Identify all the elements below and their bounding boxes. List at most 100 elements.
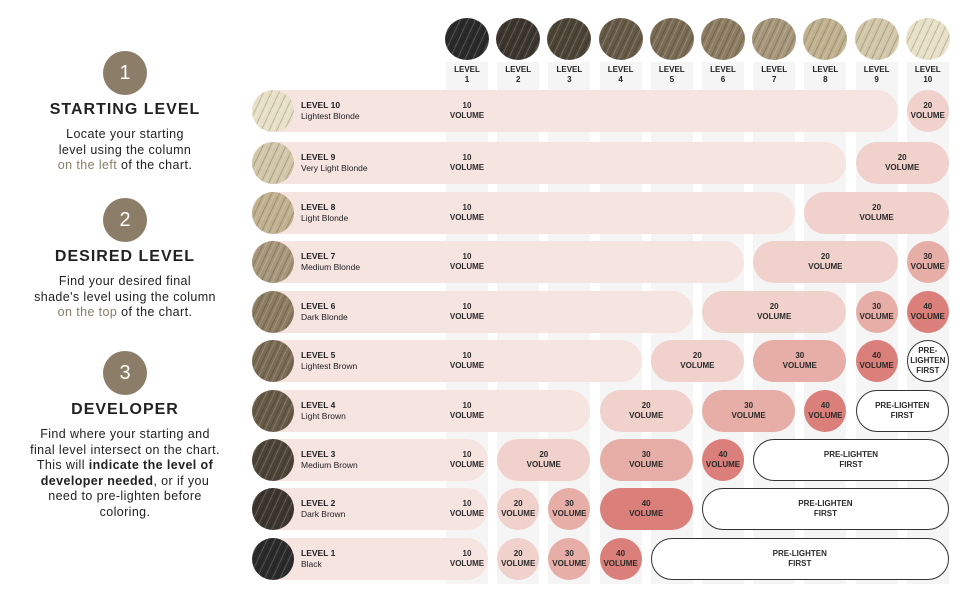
cell-label-line: VOLUME xyxy=(603,559,638,568)
cell-label-line: 30 xyxy=(872,302,882,311)
column-header-level-4: LEVEL 4 xyxy=(600,65,642,85)
developer-cell-vol40: 40 VOLUME xyxy=(804,390,847,432)
developer-cell-vol20: 20 VOLUME xyxy=(497,538,540,580)
developer-cell-vol10: 10 VOLUME xyxy=(252,340,642,382)
description-line: level using the column xyxy=(58,142,192,157)
hair-swatch-level-1 xyxy=(252,538,294,580)
step-title: DESIRED LEVEL xyxy=(54,248,196,265)
cell-label-line: FIRST xyxy=(916,366,940,375)
highlighted-text: on the top xyxy=(57,305,118,319)
description-line: Find your desired final xyxy=(58,274,192,288)
cell-label-line: 40 xyxy=(616,549,626,558)
hair-swatch-level-2 xyxy=(496,18,541,60)
row-shade-name: Black xyxy=(301,559,322,569)
cell-label-line: 20 xyxy=(692,351,702,360)
header-line: LEVEL xyxy=(710,65,736,74)
hair-swatch-level-5 xyxy=(649,18,694,60)
cell-label: 10 VOLUME xyxy=(442,401,492,421)
step-number-badge: 3 xyxy=(103,351,147,395)
description-line: on the top of the chart. xyxy=(0,305,250,321)
cell-label-line: VOLUME xyxy=(910,262,945,271)
cell-label: 30 VOLUME xyxy=(629,450,663,470)
row-level: LEVEL 10 xyxy=(301,100,341,110)
row-label: LEVEL 2 Dark Brown xyxy=(301,498,345,520)
cell-label: 40 VOLUME xyxy=(603,549,637,569)
cell-label-line: VOLUME xyxy=(757,312,792,321)
cell-label: 30 VOLUME xyxy=(859,302,893,322)
cell-label-line: 20 xyxy=(769,302,779,311)
developer-cell-vol30: 30 VOLUME xyxy=(855,291,898,333)
developer-cell-vol30: 30 VOLUME xyxy=(753,340,847,382)
cell-label-line: VOLUME xyxy=(910,312,945,321)
cell-label: 10 VOLUME xyxy=(442,499,492,519)
developer-cell-vol10: 10 VOLUME xyxy=(252,142,847,184)
column-header-level-1: LEVEL 1 xyxy=(446,65,488,85)
cell-label-line: FIRST xyxy=(890,411,914,420)
description-line: Locate your starting xyxy=(66,127,184,141)
header-line: LEVEL xyxy=(812,65,839,74)
developer-cell-vol30: 30 VOLUME xyxy=(548,538,591,580)
hair-swatch-level-10 xyxy=(905,18,950,60)
hair-swatch-level-1 xyxy=(445,18,489,60)
step-1: 1 STARTING LEVEL Locate your starting level… xyxy=(0,51,250,174)
developer-cell-vol30: 30 VOLUME xyxy=(906,241,949,283)
cell-label-line: 30 xyxy=(641,450,651,459)
row-level: LEVEL 3 xyxy=(301,449,336,459)
cell-label: 20 VOLUME xyxy=(911,101,945,121)
cell-label-line: VOLUME xyxy=(680,361,715,370)
description-line: shade's level using the column xyxy=(34,289,216,304)
cell-label-line: 20 xyxy=(641,401,651,410)
cell-label-line: VOLUME xyxy=(449,111,485,120)
row-level: LEVEL 1 xyxy=(301,548,336,558)
developer-cell-vol20: 20 VOLUME xyxy=(650,340,744,382)
row-label: LEVEL 6 Dark Blonde xyxy=(301,301,348,323)
hair-swatch-level-9 xyxy=(252,142,294,184)
header-line: LEVEL xyxy=(863,65,890,74)
header-line: LEVEL xyxy=(914,65,941,74)
header-line: 1 xyxy=(464,75,470,84)
row-level: LEVEL 7 xyxy=(301,251,336,261)
step-description: Find where your starting and final level … xyxy=(0,427,250,520)
header-line: LEVEL xyxy=(761,65,788,74)
description-line: coloring. xyxy=(99,504,151,519)
cell-label: 10 VOLUME xyxy=(442,351,492,371)
cell-label-line: VOLUME xyxy=(449,361,485,370)
row-shade-name: Very Light Blonde xyxy=(301,163,368,173)
column-header-level-9: LEVEL 9 xyxy=(856,65,898,85)
cell-label-line: 10 xyxy=(462,351,472,360)
cell-label-line: VOLUME xyxy=(449,411,485,420)
developer-cell-vol30: 30 VOLUME xyxy=(702,390,796,432)
row-shade-name: Dark Brown xyxy=(301,509,346,519)
header-line: LEVEL xyxy=(454,65,480,74)
cell-label: 20 VOLUME xyxy=(629,401,663,421)
cell-label-line: VOLUME xyxy=(629,411,664,420)
cell-label-line: 40 xyxy=(718,450,728,459)
developer-cell-vol30: 30 VOLUME xyxy=(548,488,591,530)
header-line: LEVEL xyxy=(505,65,532,74)
text: , or if you xyxy=(153,473,210,488)
cell-label-line: 20 xyxy=(897,153,907,162)
header-line: LEVEL xyxy=(607,65,634,74)
cell-label-line: VOLUME xyxy=(859,213,894,222)
cell-label-line: FIRST xyxy=(839,460,863,469)
cell-label-line: VOLUME xyxy=(629,460,664,469)
developer-cell-vol20: 20 VOLUME xyxy=(804,192,949,234)
step-title: DEVELOPER xyxy=(71,401,179,418)
developer-cell-vol40: 40 VOLUME xyxy=(599,488,693,530)
row-shade-name: Medium Brown xyxy=(301,460,358,470)
cell-label-line: VOLUME xyxy=(449,213,485,222)
cell-label-line: LIGHTEN xyxy=(910,356,946,365)
developer-cell-vol20: 20 VOLUME xyxy=(753,241,898,283)
cell-label-line: VOLUME xyxy=(705,460,741,469)
header-line: 3 xyxy=(567,75,572,84)
cell-label-line: 20 xyxy=(872,203,882,212)
cell-label: 20 VOLUME xyxy=(501,549,535,569)
cell-label-line: PRE-LIGHTEN xyxy=(798,499,853,508)
developer-cell-vol30: 30 VOLUME xyxy=(599,439,693,481)
hair-swatch-level-5 xyxy=(252,340,294,382)
cell-label-line: VOLUME xyxy=(552,559,587,568)
cell-label: 30 VOLUME xyxy=(911,252,945,272)
